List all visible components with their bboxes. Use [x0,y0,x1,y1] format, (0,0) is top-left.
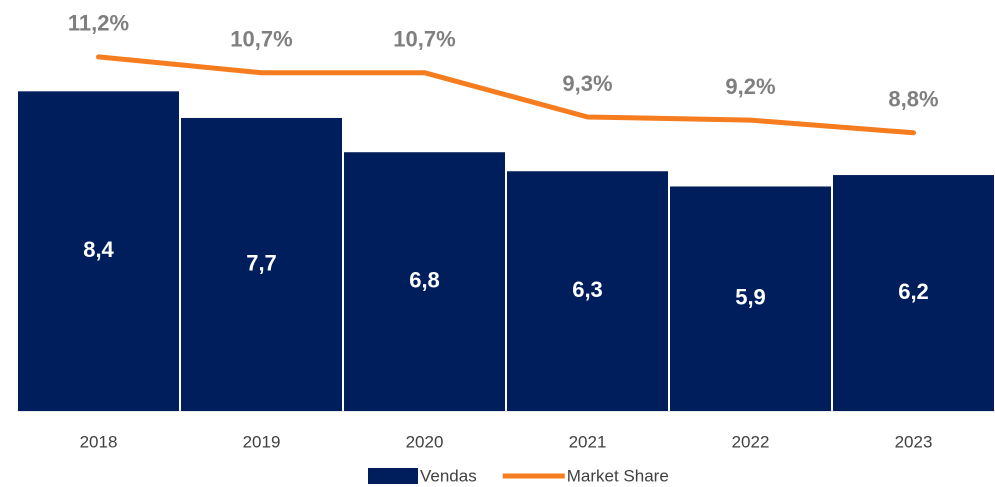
bar [344,152,505,411]
line [96,54,916,136]
legend-label: Vendas [420,466,477,485]
bar [507,171,668,411]
bar-label: 5,9 [735,285,766,310]
bar-label: 6,2 [898,279,929,304]
x-tick-label: 2023 [895,432,933,451]
x-tick-label: 2021 [569,432,607,451]
line-label: 10,7% [393,27,455,52]
line-label: 9,2% [725,74,775,99]
legend-swatch [368,468,418,484]
bar-label: 8,4 [83,237,114,262]
bar [670,186,831,411]
x-tick-label: 2022 [732,432,770,451]
x-tick-label: 2019 [243,432,281,451]
line-label: 10,7% [230,27,292,52]
x-tick-label: 2018 [80,432,118,451]
x-tick-label: 2020 [406,432,444,451]
bar-label: 6,3 [572,277,603,302]
bar [833,175,994,411]
bar [18,91,179,411]
line-label: 8,8% [888,87,938,112]
bar-label: 7,7 [246,250,277,275]
bar [181,117,342,411]
bar-label: 6,8 [409,267,440,292]
line-label: 11,2% [68,11,129,36]
line-label: 9,3% [562,71,612,96]
legend-label: Market Share [567,466,669,485]
